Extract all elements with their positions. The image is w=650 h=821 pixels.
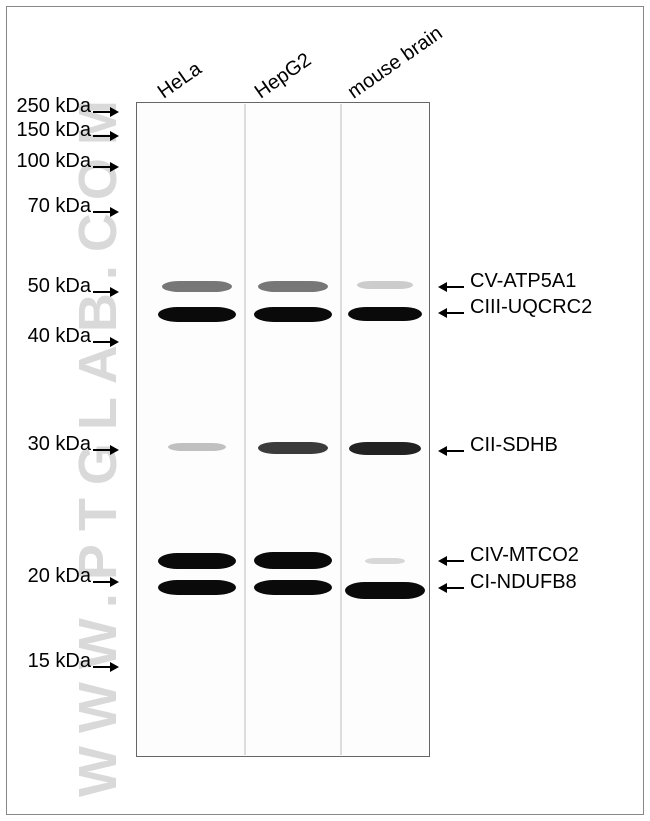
blot-membrane bbox=[136, 102, 430, 757]
arrow-right-icon bbox=[93, 341, 119, 342]
arrow-right-icon bbox=[93, 135, 119, 136]
arrow-left-icon bbox=[438, 286, 464, 287]
mw-marker-text: 40 kDa bbox=[28, 325, 91, 347]
mw-marker-label: 50 kDa bbox=[28, 275, 119, 298]
arrow-left-icon bbox=[438, 312, 464, 313]
mw-marker-text: 100 kDa bbox=[17, 150, 92, 172]
blot-band bbox=[258, 281, 328, 292]
arrow-right-icon bbox=[93, 666, 119, 667]
lane-divider bbox=[244, 104, 246, 755]
mw-marker-text: 150 kDa bbox=[17, 119, 92, 141]
arrow-left-icon bbox=[438, 450, 464, 451]
mw-marker-label: 15 kDa bbox=[28, 650, 119, 673]
lane-label: HepG2 bbox=[251, 49, 316, 104]
arrow-right-icon bbox=[93, 291, 119, 292]
blot-band bbox=[258, 442, 328, 454]
protein-label: CIII-UQCRC2 bbox=[438, 296, 592, 319]
mw-marker-text: 50 kDa bbox=[28, 275, 91, 297]
blot-band bbox=[349, 442, 421, 455]
arrow-left-icon bbox=[438, 587, 464, 588]
blot-band bbox=[158, 580, 236, 595]
mw-marker-label: 30 kDa bbox=[28, 433, 119, 456]
blot-band bbox=[365, 558, 405, 564]
arrow-right-icon bbox=[93, 166, 119, 167]
mw-marker-label: 20 kDa bbox=[28, 565, 119, 588]
lane-label: mouse brain bbox=[344, 22, 447, 104]
blot-band bbox=[162, 281, 232, 292]
mw-marker-text: 250 kDa bbox=[17, 95, 92, 117]
blot-band bbox=[168, 443, 226, 451]
protein-label-text: CI-NDUFB8 bbox=[470, 571, 577, 593]
protein-label-text: CII-SDHB bbox=[470, 434, 558, 456]
mw-marker-label: 40 kDa bbox=[28, 325, 119, 348]
mw-marker-text: 70 kDa bbox=[28, 195, 91, 217]
lane-divider bbox=[340, 104, 342, 755]
figure-container: WWW.PTGLAB.COM HeLaHepG2mouse brain 250 … bbox=[6, 6, 644, 815]
mw-marker-text: 30 kDa bbox=[28, 433, 91, 455]
protein-label-text: CV-ATP5A1 bbox=[470, 270, 576, 292]
blot-band bbox=[254, 307, 332, 322]
blot-band bbox=[158, 307, 236, 322]
mw-marker-label: 150 kDa bbox=[17, 119, 120, 142]
blot-band bbox=[348, 307, 422, 321]
arrow-right-icon bbox=[93, 111, 119, 112]
protein-label-text: CIV-MTCO2 bbox=[470, 544, 579, 566]
protein-label: CIV-MTCO2 bbox=[438, 544, 579, 567]
arrow-right-icon bbox=[93, 211, 119, 212]
mw-marker-label: 100 kDa bbox=[17, 150, 120, 173]
protein-label: CV-ATP5A1 bbox=[438, 270, 576, 293]
blot-band bbox=[254, 552, 332, 569]
blot-band bbox=[357, 281, 413, 289]
blot-band bbox=[345, 582, 425, 599]
protein-label-text: CIII-UQCRC2 bbox=[470, 296, 592, 318]
mw-marker-text: 20 kDa bbox=[28, 565, 91, 587]
mw-marker-label: 250 kDa bbox=[17, 95, 120, 118]
arrow-left-icon bbox=[438, 560, 464, 561]
protein-label: CI-NDUFB8 bbox=[438, 571, 577, 594]
blot-band bbox=[254, 580, 332, 595]
blot-band bbox=[158, 553, 236, 569]
arrow-right-icon bbox=[93, 581, 119, 582]
mw-marker-text: 15 kDa bbox=[28, 650, 91, 672]
arrow-right-icon bbox=[93, 449, 119, 450]
protein-label: CII-SDHB bbox=[438, 434, 558, 457]
mw-marker-label: 70 kDa bbox=[28, 195, 119, 218]
lane-label: HeLa bbox=[154, 58, 206, 104]
